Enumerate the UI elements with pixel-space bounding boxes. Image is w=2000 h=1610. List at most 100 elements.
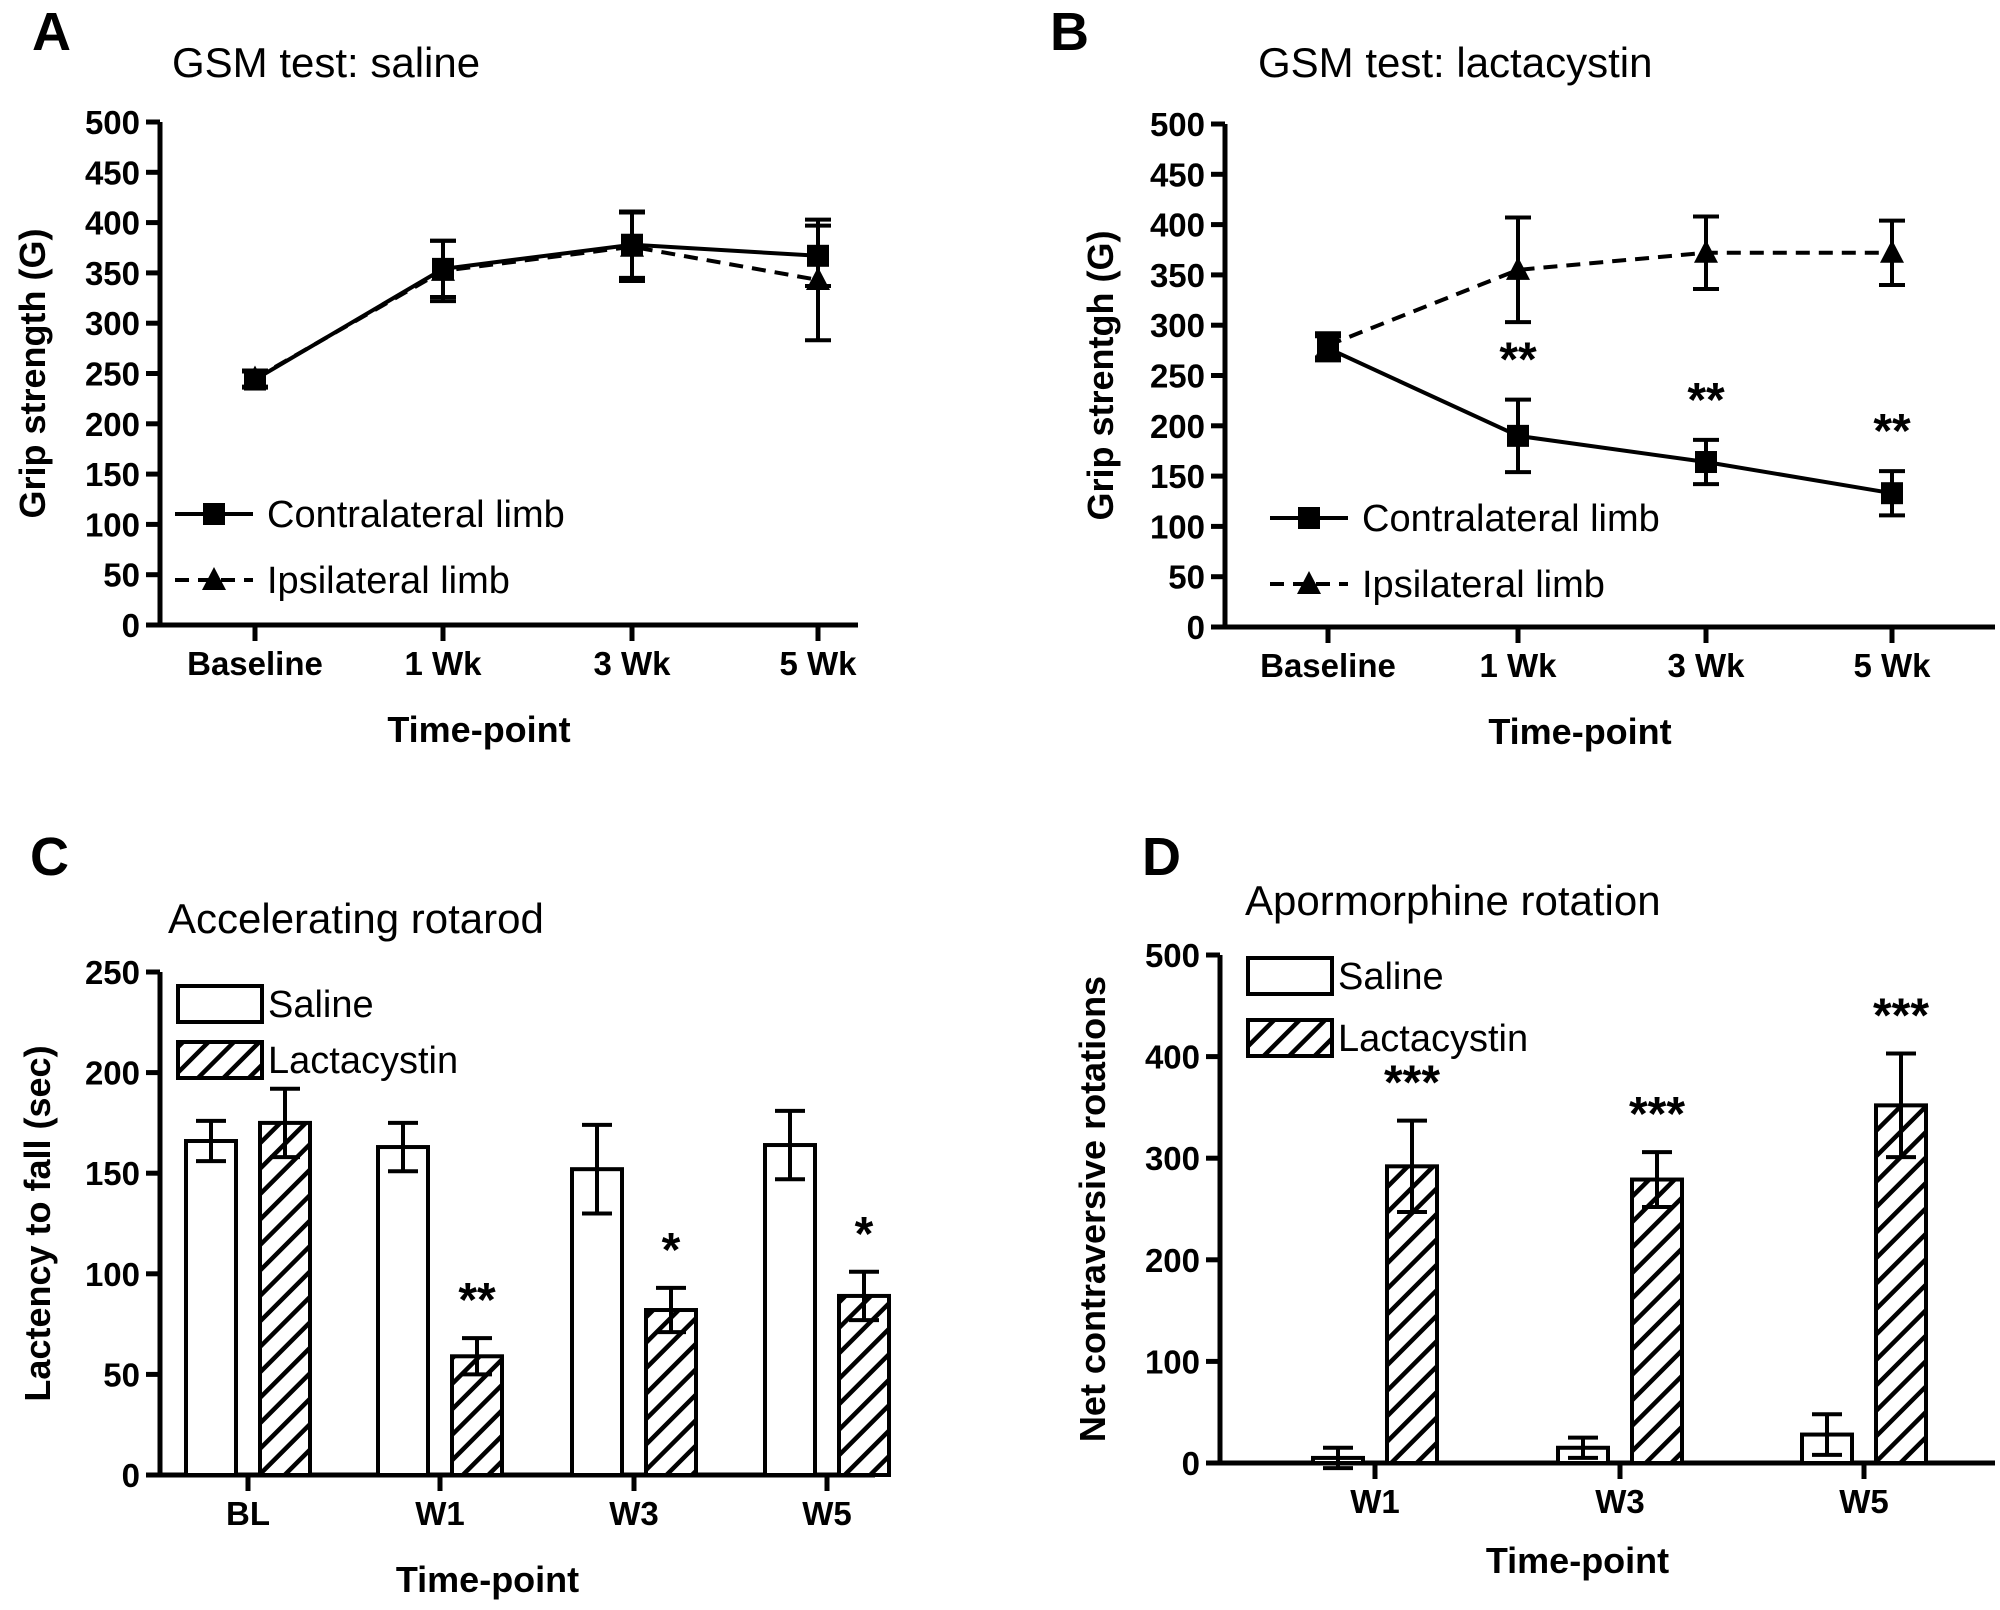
y-tick-label: 450 xyxy=(1150,156,1205,193)
x-tick-label: 3 Wk xyxy=(593,645,671,682)
significance-label: ** xyxy=(1499,334,1537,387)
legend-label: Lactacystin xyxy=(268,1040,458,1082)
data-point xyxy=(806,266,830,290)
legend-swatch xyxy=(1246,1018,1334,1058)
significance-label: *** xyxy=(1384,1057,1440,1110)
bar xyxy=(258,1120,312,1478)
legend-label: Saline xyxy=(1338,956,1444,998)
bar xyxy=(644,1308,698,1477)
chart-plot: 0 50 100 150 200 250 300 350 400 450 500 Baseline 1 … xyxy=(12,104,858,750)
y-tick-label: 300 xyxy=(1145,1140,1200,1177)
significance-label: ** xyxy=(1873,405,1911,458)
y-tick-label: 100 xyxy=(85,1256,140,1293)
data-point xyxy=(1695,451,1717,474)
data-point xyxy=(1316,332,1340,356)
y-tick-label: 50 xyxy=(103,1356,140,1393)
legend-marker xyxy=(203,503,225,525)
legend-label: Contralateral limb xyxy=(267,494,565,536)
y-axis-label: Net contraversive rotations xyxy=(1072,976,1113,1442)
legend-swatch xyxy=(176,1040,264,1080)
y-axis-label: Lactency to fall (sec) xyxy=(17,1045,58,1401)
y-tick-label: 250 xyxy=(85,356,140,393)
y-axis-label: Grip strength (G) xyxy=(12,229,53,519)
significance-label: ** xyxy=(1687,374,1725,427)
y-tick-label: 250 xyxy=(85,954,140,991)
data-point xyxy=(620,233,644,257)
legend-label: Contralateral limb xyxy=(1362,498,1660,540)
x-tick-label: BL xyxy=(226,1495,270,1532)
y-tick-label: 200 xyxy=(1145,1242,1200,1279)
x-tick-label: W3 xyxy=(1595,1483,1645,1520)
legend-label: Saline xyxy=(268,984,374,1026)
legend-label: Lactacystin xyxy=(1338,1018,1528,1060)
bar xyxy=(1385,1164,1439,1465)
panel-letter-d: D xyxy=(1142,827,1181,887)
y-tick-label: 450 xyxy=(85,154,140,191)
panel-letter-a: A xyxy=(32,2,71,62)
y-tick-label: 400 xyxy=(1145,1039,1200,1076)
y-tick-label: 0 xyxy=(1182,1445,1200,1482)
y-tick-label: 150 xyxy=(85,456,140,493)
data-point xyxy=(1507,424,1529,447)
x-tick-label: W5 xyxy=(802,1495,852,1532)
bar xyxy=(376,1145,430,1477)
significance-label: *** xyxy=(1873,990,1929,1043)
y-tick-label: 500 xyxy=(1150,106,1205,143)
y-tick-label: 500 xyxy=(85,104,140,141)
bar xyxy=(763,1143,817,1477)
data-point xyxy=(1881,482,1903,505)
panel-c: C Accelerating rotarod 0 50 100 150 200 250 BL… xyxy=(17,827,891,1600)
x-tick-label: 3 Wk xyxy=(1667,647,1745,684)
panel-a: A GSM test: saline 0 50 100 150 200 250 300 350… xyxy=(12,2,858,750)
bar xyxy=(1630,1177,1684,1465)
legend-marker xyxy=(202,567,226,590)
legend-marker xyxy=(1297,571,1321,594)
y-tick-label: 250 xyxy=(1150,358,1205,395)
chart-title: GSM test: lactacystin xyxy=(1258,39,1652,86)
bar xyxy=(184,1139,238,1478)
significance-label: ** xyxy=(458,1274,496,1327)
legend-swatch xyxy=(1246,956,1334,996)
y-tick-label: 50 xyxy=(103,557,140,594)
data-point xyxy=(431,257,455,281)
y-tick-label: 0 xyxy=(1187,609,1205,646)
y-tick-label: 50 xyxy=(1168,559,1205,596)
data-point xyxy=(243,365,267,389)
x-tick-label: 1 Wk xyxy=(1479,647,1557,684)
significance-label: * xyxy=(855,1208,874,1261)
y-tick-label: 150 xyxy=(85,1155,140,1192)
x-tick-label: Baseline xyxy=(1260,647,1396,684)
y-tick-label: 150 xyxy=(1150,458,1205,495)
chart-title: Accelerating rotarod xyxy=(168,895,544,942)
y-tick-label: 100 xyxy=(1145,1343,1200,1380)
y-tick-label: 200 xyxy=(85,406,140,443)
significance-label: *** xyxy=(1629,1088,1685,1141)
y-tick-label: 0 xyxy=(122,1457,140,1494)
y-tick-label: 200 xyxy=(1150,408,1205,445)
x-tick-label: W1 xyxy=(415,1495,465,1532)
panel-letter-c: C xyxy=(30,827,69,887)
data-point xyxy=(1506,256,1530,280)
panel-d: D Apormorphine rotation 0 100 200 300 400 500… xyxy=(1072,827,1995,1581)
x-axis-label: Time-point xyxy=(1488,711,1671,752)
x-tick-label: Baseline xyxy=(187,645,323,682)
y-tick-label: 350 xyxy=(1150,257,1205,294)
x-axis-label: Time-point xyxy=(396,1559,579,1600)
significance-label: * xyxy=(662,1224,681,1277)
y-tick-label: 400 xyxy=(1150,207,1205,244)
y-tick-label: 300 xyxy=(1150,307,1205,344)
chart-plot: 0 100 200 300 400 500 W1 W3 W5 Time-point Net cont… xyxy=(1072,937,1995,1581)
y-tick-label: 100 xyxy=(85,506,140,543)
x-tick-label: W1 xyxy=(1350,1483,1400,1520)
bar xyxy=(450,1354,504,1477)
y-tick-label: 500 xyxy=(1145,937,1200,974)
panel-b: B GSM test: lactacystin 0 50 100 150 200 250 3… xyxy=(1050,2,1995,752)
y-tick-label: 0 xyxy=(122,607,140,644)
x-tick-label: W3 xyxy=(609,1495,659,1532)
chart-plot: 0 50 100 150 200 250 BL W1 W3 W5 Time-point Lactenc… xyxy=(17,954,891,1600)
data-point xyxy=(1694,239,1718,263)
y-tick-label: 300 xyxy=(85,305,140,342)
x-tick-label: 5 Wk xyxy=(779,645,857,682)
y-axis-label: Grip strentgh (G) xyxy=(1080,231,1121,521)
